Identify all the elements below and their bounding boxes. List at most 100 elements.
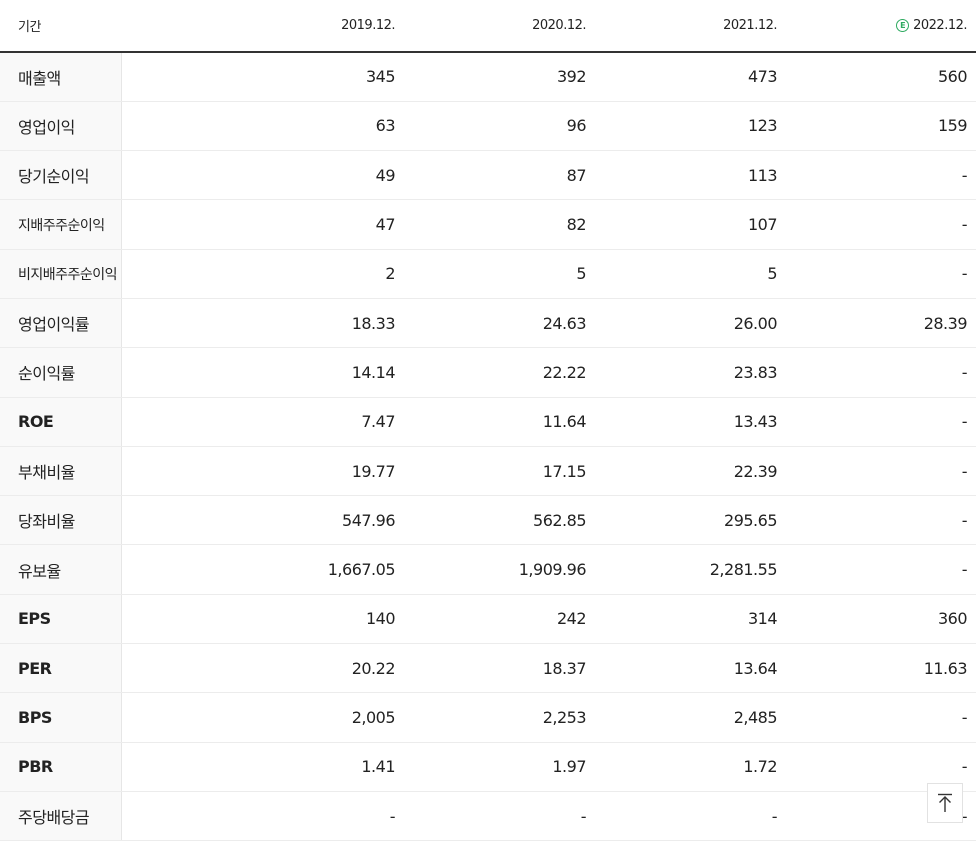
value-cell: - <box>786 347 976 398</box>
value-cell: - <box>786 199 976 250</box>
value-cell: 18.33 <box>121 297 404 349</box>
value-cell: 28.39 <box>786 297 976 349</box>
value-cell: - <box>786 249 976 299</box>
value-cell: 13.64 <box>595 643 786 694</box>
row-label: 유보율 <box>0 544 122 595</box>
value-cell: - <box>786 692 976 743</box>
value-cell: 159 <box>786 101 976 152</box>
value-cell: 26.00 <box>595 297 786 349</box>
value-cell: 113 <box>595 150 786 201</box>
value-cell: - <box>786 397 976 447</box>
value-cell: 107 <box>595 199 786 250</box>
row-label: 매출액 <box>0 52 122 102</box>
table-row: 주당배당금 - - - - <box>0 790 976 841</box>
value-cell: 18.37 <box>404 643 595 694</box>
value-cell: 11.64 <box>404 397 595 447</box>
value-cell: 49 <box>121 150 404 201</box>
value-cell: 1.72 <box>595 742 786 792</box>
value-cell: 20.22 <box>121 643 404 694</box>
table-row: 영업이익률 18.33 24.63 26.00 28.39 <box>0 297 976 349</box>
value-cell: 392 <box>404 52 595 102</box>
value-cell: 314 <box>595 593 786 645</box>
table-row: EPS 140 242 314 360 <box>0 593 976 645</box>
table-body: 매출액 345 392 473 560 영업이익 63 96 123 159 당기순이익 49 87 11… <box>0 52 976 841</box>
value-cell: - <box>786 445 976 497</box>
row-label: 당기순이익 <box>0 150 122 201</box>
year-header-2021: 2021.12. <box>595 0 786 53</box>
value-cell: - <box>786 544 976 595</box>
table-row: 매출액 345 392 473 560 <box>0 52 976 102</box>
value-cell: 17.15 <box>404 445 595 497</box>
row-label: 부채비율 <box>0 445 122 497</box>
row-label: 주당배당금 <box>0 790 122 841</box>
value-cell: 5 <box>404 249 595 299</box>
header-row: 기간 2019.12. 2020.12. 2021.12. E 2022.12. <box>0 0 976 53</box>
value-cell: 345 <box>121 52 404 102</box>
value-cell: 14.14 <box>121 347 404 398</box>
table-row: 지배주주순이익 47 82 107- <box>0 199 976 250</box>
value-cell: 19.77 <box>121 445 404 497</box>
row-label: BPS <box>0 692 122 743</box>
value-cell: 47 <box>121 199 404 250</box>
value-cell: - <box>595 790 786 841</box>
value-cell: 2,485 <box>595 692 786 743</box>
value-cell: - <box>404 790 595 841</box>
value-cell: 24.63 <box>404 297 595 349</box>
row-label: 당좌비율 <box>0 495 122 546</box>
table-row: ROE 7.47 11.64 13.43- <box>0 397 976 447</box>
value-cell: 123 <box>595 101 786 152</box>
year-header-2022-label: 2022.12. <box>913 18 967 33</box>
value-cell: 1.41 <box>121 742 404 792</box>
table-row: 당기순이익 49 87 113- <box>0 150 976 201</box>
value-cell: 23.83 <box>595 347 786 398</box>
value-cell: 7.47 <box>121 397 404 447</box>
value-cell: 562.85 <box>404 495 595 546</box>
value-cell: 2 <box>121 249 404 299</box>
value-cell: 82 <box>404 199 595 250</box>
scroll-to-top-button[interactable] <box>927 783 963 823</box>
table-row: 부채비율 19.77 17.15 22.39- <box>0 445 976 497</box>
period-header: 기간 <box>0 0 121 53</box>
row-label: 영업이익 <box>0 101 122 152</box>
value-cell: 360 <box>786 593 976 645</box>
value-cell: 22.39 <box>595 445 786 497</box>
value-cell: 560 <box>786 52 976 102</box>
table-row: 비지배주주순이익 2 5 5- <box>0 249 976 299</box>
value-cell: 96 <box>404 101 595 152</box>
value-cell: 242 <box>404 593 595 645</box>
table-row: 당좌비율 547.96 562.85 295.65- <box>0 495 976 546</box>
year-header-2022: E 2022.12. <box>786 0 976 53</box>
value-cell: 1,909.96 <box>404 544 595 595</box>
year-header-2020: 2020.12. <box>404 0 595 53</box>
year-header-2019: 2019.12. <box>121 0 404 53</box>
estimate-icon: E <box>896 19 910 32</box>
value-cell: - <box>121 790 404 841</box>
arrow-up-to-top-icon <box>938 793 952 812</box>
row-label: 순이익률 <box>0 347 122 398</box>
value-cell: - <box>786 150 976 201</box>
row-label: PBR <box>0 742 122 792</box>
value-cell: 2,253 <box>404 692 595 743</box>
row-label: 영업이익률 <box>0 297 122 349</box>
value-cell: 295.65 <box>595 495 786 546</box>
value-cell: - <box>786 495 976 546</box>
table-row: PBR 1.41 1.97 1.72- <box>0 742 976 792</box>
value-cell: 473 <box>595 52 786 102</box>
value-cell: 22.22 <box>404 347 595 398</box>
row-label: 비지배주주순이익 <box>0 249 122 299</box>
value-cell: 547.96 <box>121 495 404 546</box>
value-cell: 5 <box>595 249 786 299</box>
value-cell: 87 <box>404 150 595 201</box>
table-row: BPS 2,005 2,253 2,485- <box>0 692 976 743</box>
value-cell: 1,667.05 <box>121 544 404 595</box>
table-row: 유보율 1,667.05 1,909.96 2,281.55- <box>0 544 976 595</box>
value-cell: 2,005 <box>121 692 404 743</box>
table-row: PER 20.22 18.37 13.64 11.63 <box>0 643 976 694</box>
table-row: 영업이익 63 96 123 159 <box>0 101 976 152</box>
table-row: 순이익률 14.14 22.22 23.83- <box>0 347 976 398</box>
value-cell: 63 <box>121 101 404 152</box>
value-cell: 2,281.55 <box>595 544 786 595</box>
row-label: EPS <box>0 593 122 645</box>
